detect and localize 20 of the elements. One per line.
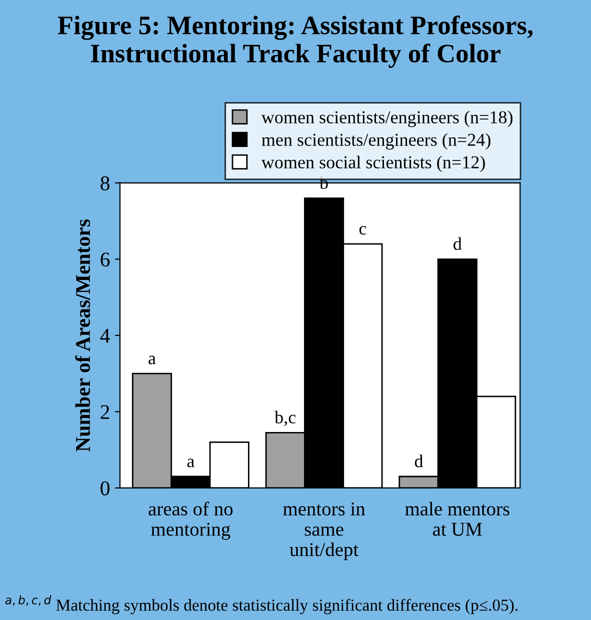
y-tick-label: 0: [100, 481, 110, 496]
data-label: d: [454, 237, 462, 250]
y-tick-label: 2: [100, 405, 110, 419]
y-axis-title: Number of Areas/Mentors: [75, 219, 90, 452]
data-label: a: [148, 356, 156, 364]
x-tick-label: mentors in same unit/dept: [283, 502, 366, 560]
x-tick-label: male mentors at UM: [405, 502, 510, 536]
y-tick-label: 6: [100, 252, 110, 267]
y-tick-label: 4: [100, 328, 110, 343]
x-tick-label: areas of no mentoring: [148, 502, 233, 540]
text: $^{a,b,c,d}$ Matching symbols denote statistically significant differences (p≤.05).: [5, 595, 518, 614]
data-label: b,c: [274, 410, 296, 426]
data-label: d: [414, 454, 424, 468]
data-label: a: [187, 458, 194, 468]
legend-label: women scientists/engineers (n=18): [261, 110, 512, 128]
legend-label: men scientists/engineers (n=24): [262, 133, 490, 150]
chart-title: Figure 5: Mentoring: Assistant Professors, Instructional Track Faculty of Color: [58, 16, 533, 68]
y-tick-label: 8: [100, 176, 110, 190]
data-label: c: [359, 226, 366, 235]
legend-label: women social scientists (n=12): [261, 156, 485, 172]
